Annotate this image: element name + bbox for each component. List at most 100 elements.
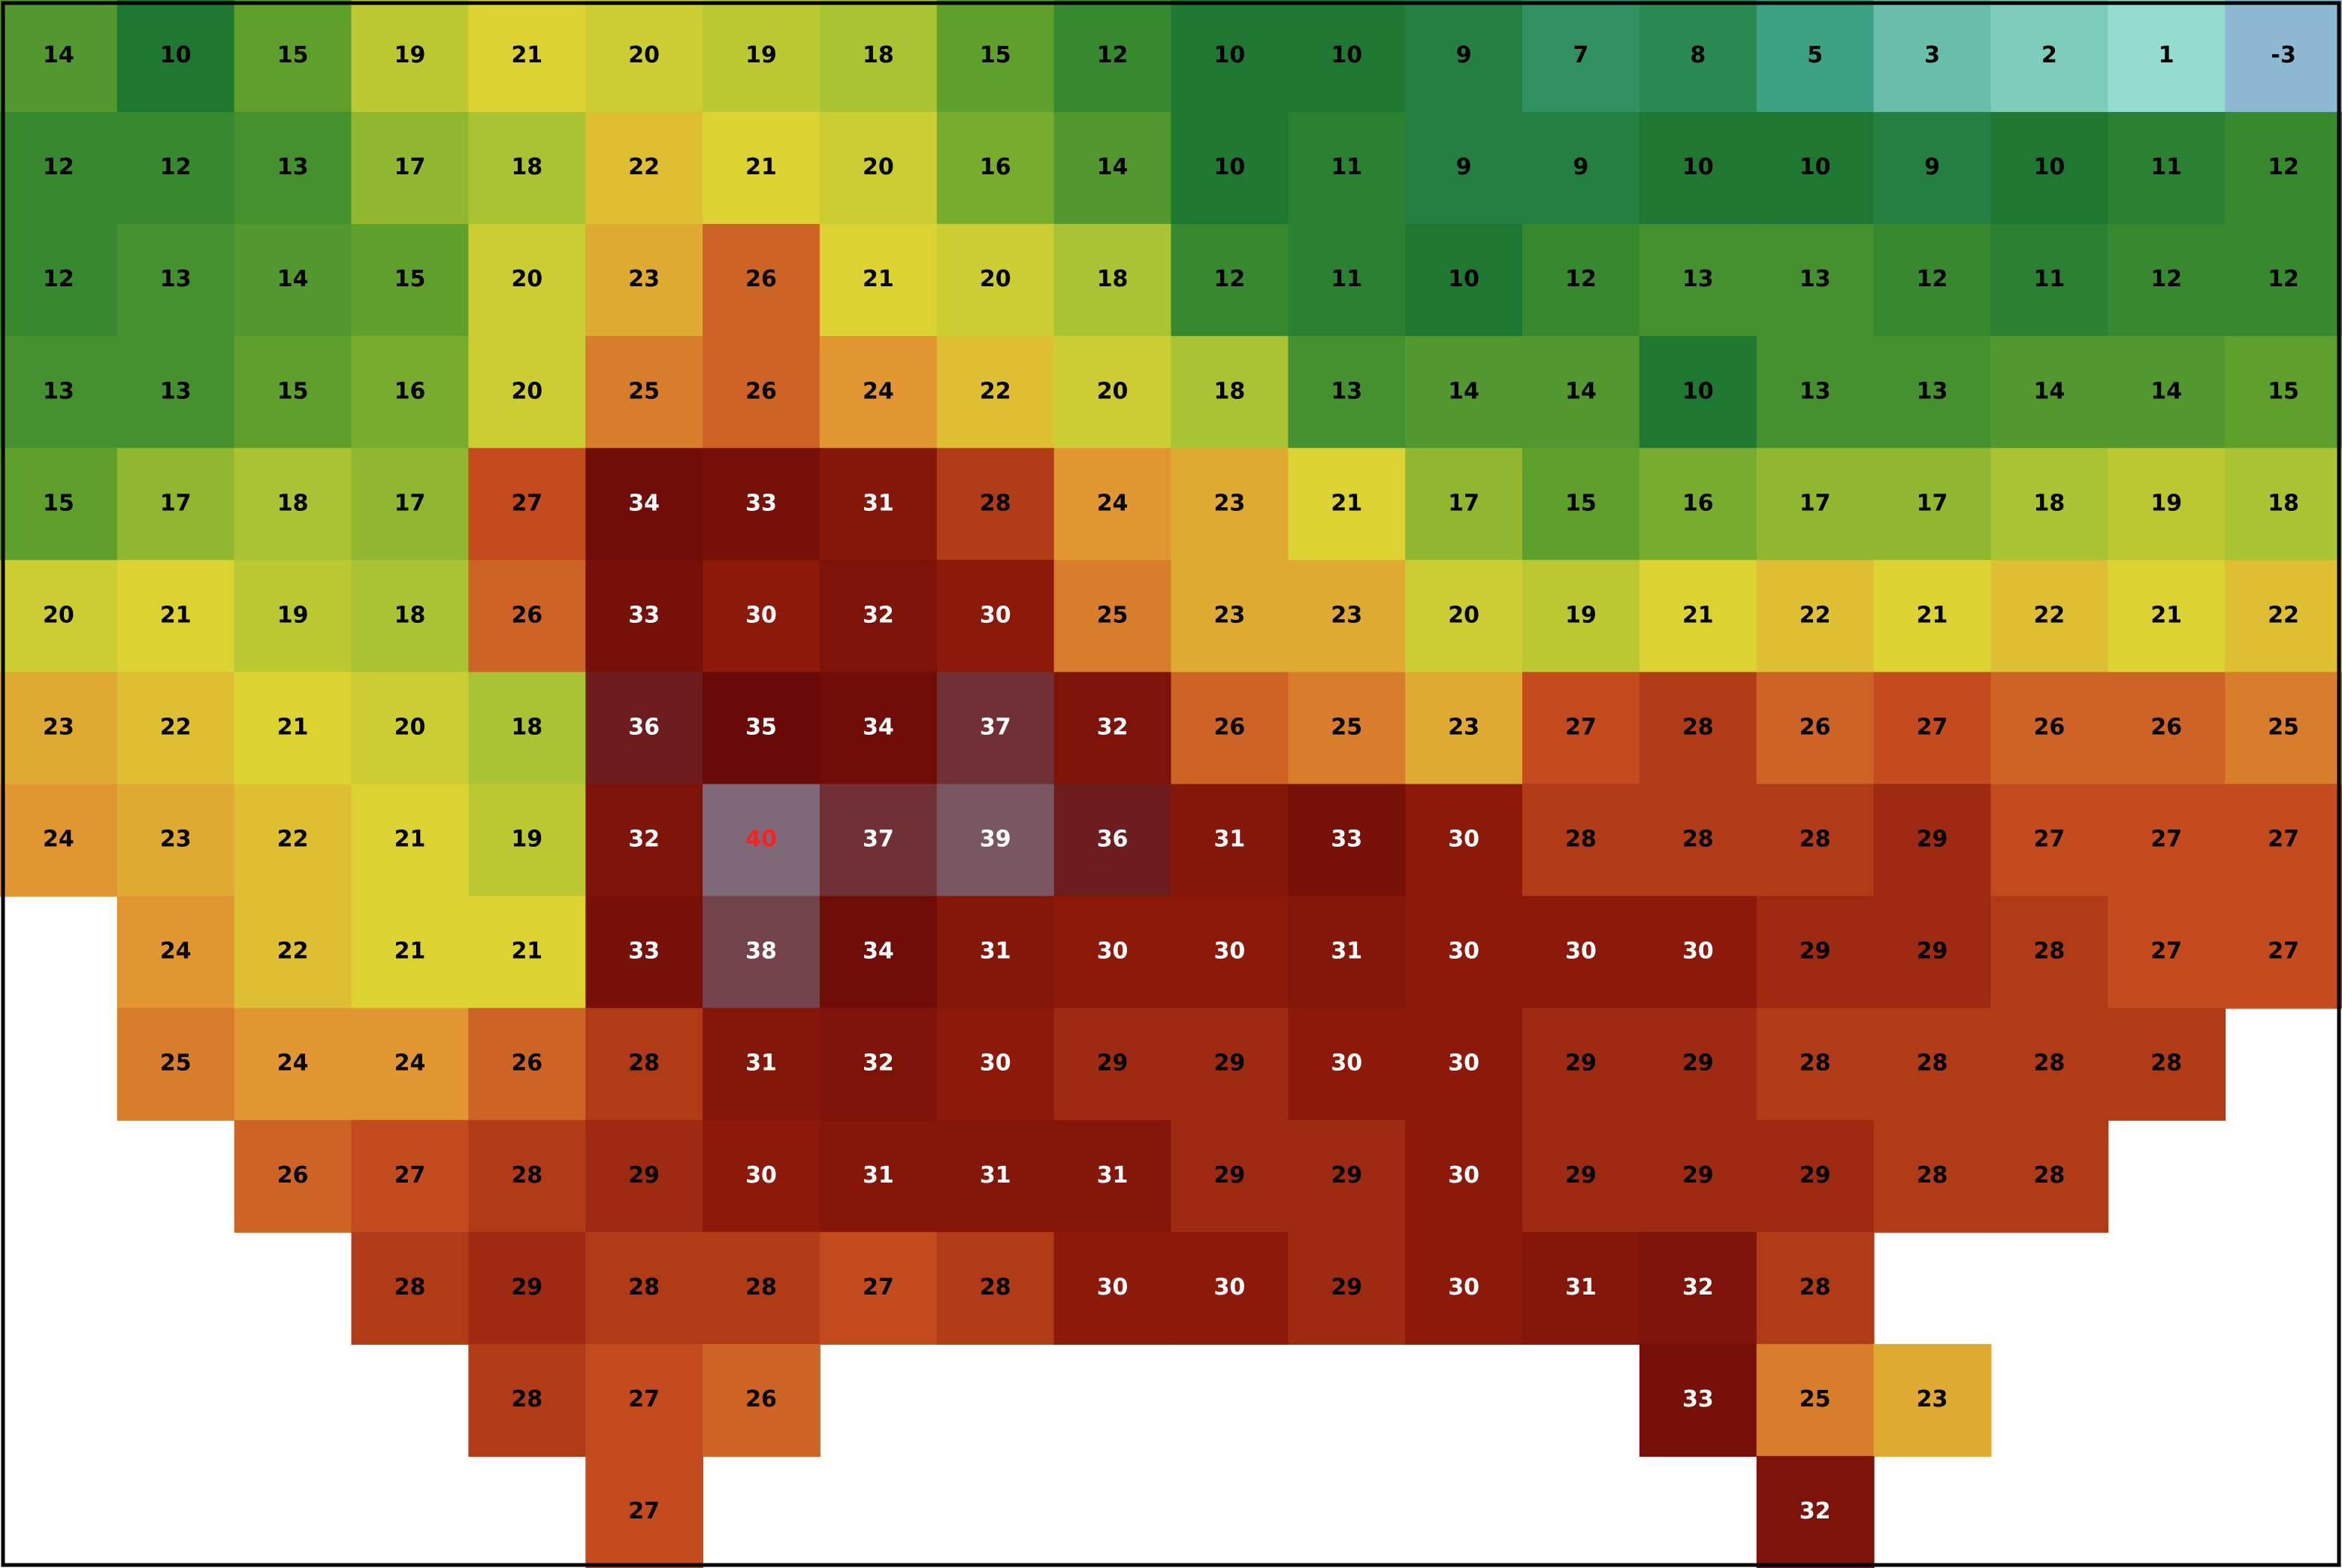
temperature-cell [351,112,470,225]
temperature-label: 30 [1448,1274,1479,1301]
temperature-label: 30 [1097,1274,1129,1301]
temperature-label: 22 [277,826,309,853]
temperature-cell [703,672,820,785]
temperature-label: 29 [1214,1162,1246,1189]
temperature-label: 20 [628,42,660,68]
temperature-cell [234,1008,352,1121]
temperature-cell [1873,1343,1992,1457]
temperature-label: 14 [1448,378,1479,404]
temperature-label: 29 [1917,938,1948,965]
temperature-label: 36 [1097,826,1129,853]
temperature-cell [2108,0,2226,113]
temperature-cell [2225,672,2342,785]
temperature-label: 13 [1331,378,1362,404]
temperature-cell [1756,1455,1875,1568]
temperature-cell [1053,0,1172,113]
temperature-label: 12 [1917,266,1948,292]
temperature-label: 26 [511,602,542,628]
temperature-cell [1756,224,1875,337]
temperature-cell [1053,224,1172,337]
temperature-label: 10 [1800,154,1831,180]
temperature-cell [819,784,938,897]
temperature-label: 14 [2034,378,2065,404]
temperature-cell [1990,224,2109,337]
temperature-cell [468,112,587,225]
temperature-cell [468,1119,587,1233]
temperature-cell [351,896,470,1009]
temperature-cell [585,784,704,897]
temperature-cell [1405,560,1524,673]
temperature-label: 3 [1924,42,1940,68]
temperature-label: 23 [628,266,660,292]
temperature-label: 16 [980,154,1011,180]
temperature-label: 34 [863,714,894,740]
temperature-cell [468,448,587,561]
temperature-label: 30 [745,1162,777,1189]
temperature-label: 25 [628,378,660,404]
temperature-cell [1756,896,1875,1009]
temperature-label: 24 [394,1050,426,1077]
temperature-cell [0,784,118,897]
temperature-label: 18 [394,602,426,628]
temperature-cell [1639,336,1757,449]
temperature-label: 17 [394,490,426,516]
temperature-label: 28 [2034,1162,2065,1189]
temperature-cell [234,560,352,673]
temperature-label: 10 [1448,266,1479,292]
temperature-cell [468,1343,587,1457]
temperature-label: 23 [1448,714,1479,740]
temperature-label: 11 [2034,266,2065,292]
temperature-cell [1288,1008,1407,1121]
temperature-label: 29 [1800,1162,1831,1189]
temperature-cell [1288,1119,1407,1233]
temperature-label: 31 [745,1050,777,1077]
temperature-label: 30 [1448,826,1479,853]
temperature-label: 23 [1214,602,1246,628]
temperature-cell [1639,1343,1757,1457]
temperature-label: 13 [160,378,192,404]
temperature-label: 14 [2150,378,2182,404]
temperature-label: 33 [1682,1386,1714,1412]
temperature-label: 21 [1917,602,1948,628]
temperature-cell [1990,448,2109,561]
temperature-cell [0,336,118,449]
temperature-cell [1171,224,1289,337]
temperature-label: 18 [2268,490,2299,516]
temperature-cell [1405,896,1524,1009]
temperature-label: 26 [745,378,777,404]
temperature-label: 29 [1331,1274,1362,1301]
temperature-label: 26 [1214,714,1246,740]
temperature-label: 30 [1448,1162,1479,1189]
temperature-label: 27 [2268,938,2299,965]
temperature-cell [585,1231,704,1345]
temperature-label: 19 [394,42,426,68]
temperature-cell [1639,0,1757,113]
temperature-cell [1756,1008,1875,1121]
temperature-cell [116,672,235,785]
temperature-label: 21 [394,938,426,965]
temperature-cell [936,1231,1055,1345]
temperature-cell [116,448,235,561]
temperature-label: 9 [1924,154,1940,180]
temperature-cell [234,224,352,337]
temperature-cell [936,224,1055,337]
temperature-cell [2225,448,2342,561]
temperature-cell [1756,672,1875,785]
temperature-label: 22 [160,714,192,740]
temperature-cell [234,672,352,785]
temperature-cell [1405,784,1524,897]
temperature-cell [585,896,704,1009]
temperature-cell [234,336,352,449]
temperature-cell [1639,224,1757,337]
temperature-label: 30 [745,602,777,628]
temperature-cell [1522,1119,1640,1233]
temperature-label: 21 [160,602,192,628]
temperature-cell [1405,448,1524,561]
temperature-label: 10 [160,42,192,68]
temperature-cell [819,672,938,785]
temperature-cell [936,0,1055,113]
temperature-label: 16 [394,378,426,404]
temperature-label: 10 [1331,42,1362,68]
temperature-cell [703,1008,820,1121]
